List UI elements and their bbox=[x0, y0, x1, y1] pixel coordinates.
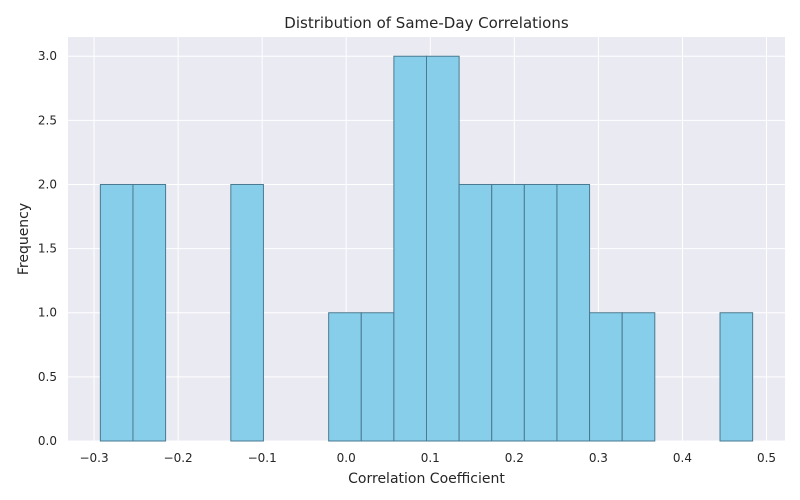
histogram-bar bbox=[328, 312, 362, 442]
x-tick-label: −0.1 bbox=[248, 451, 277, 465]
histogram-bar bbox=[523, 183, 558, 442]
x-tick-label: 0.3 bbox=[589, 451, 608, 465]
x-tick-label: 0.4 bbox=[673, 451, 692, 465]
bars bbox=[99, 55, 754, 442]
y-tick-label: 0.0 bbox=[38, 434, 57, 448]
histogram-bar bbox=[99, 183, 134, 442]
x-tick-label: −0.2 bbox=[164, 451, 193, 465]
histogram-bar bbox=[719, 312, 754, 442]
x-tick-label: 0.1 bbox=[421, 451, 440, 465]
y-axis-ticks: 0.0 0.5 1.0 1.5 2.0 2.5 3.0 bbox=[38, 49, 57, 448]
x-axis-label: Correlation Coefficient bbox=[348, 471, 505, 487]
histogram-bar bbox=[230, 183, 264, 442]
x-axis-ticks: −0.3 −0.2 −0.1 0.0 0.1 0.2 0.3 0.4 0.5 bbox=[79, 451, 776, 465]
y-tick-label: 3.0 bbox=[38, 49, 57, 63]
chart-title: Distribution of Same-Day Correlations bbox=[284, 14, 569, 32]
y-tick-label: 1.0 bbox=[38, 306, 57, 320]
histogram-bar bbox=[556, 183, 591, 442]
histogram-bar bbox=[458, 183, 493, 442]
histogram-bar bbox=[132, 183, 167, 442]
y-tick-label: 1.5 bbox=[38, 242, 57, 256]
x-tick-label: 0.0 bbox=[337, 451, 356, 465]
y-axis-label: Frequency bbox=[16, 203, 32, 275]
histogram-bar bbox=[360, 312, 395, 442]
histogram-bar bbox=[589, 312, 623, 442]
x-tick-label: −0.3 bbox=[79, 451, 108, 465]
y-tick-label: 2.0 bbox=[38, 177, 57, 191]
histogram-bar bbox=[491, 183, 525, 442]
histogram-bar bbox=[621, 312, 656, 442]
histogram-bar bbox=[426, 55, 460, 442]
y-tick-label: 0.5 bbox=[38, 370, 57, 384]
histogram-bar bbox=[393, 55, 428, 442]
y-tick-label: 2.5 bbox=[38, 113, 57, 127]
x-tick-label: 0.2 bbox=[505, 451, 524, 465]
x-tick-label: 0.5 bbox=[757, 451, 776, 465]
